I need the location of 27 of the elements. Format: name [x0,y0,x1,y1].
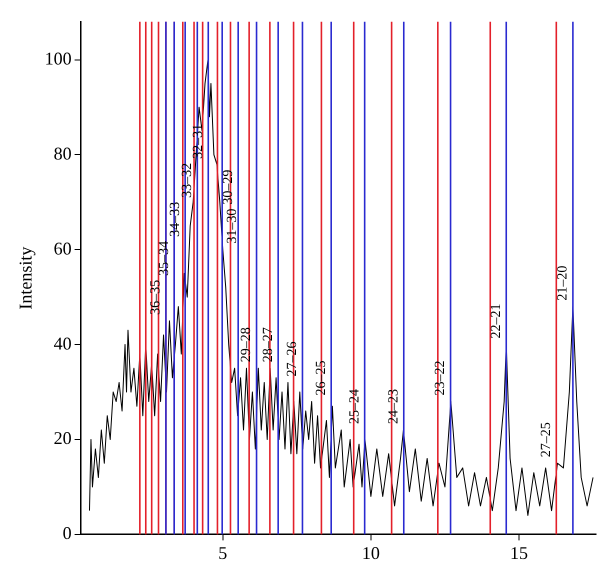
x-tick-label: 5 [218,542,228,563]
ref-line-label: 36–35 [148,280,164,315]
y-tick-label: 60 [54,238,72,258]
y-tick-label: 0 [62,523,72,544]
ref-line-label: 28–27 [260,327,276,362]
ref-line-label: 24–23 [386,388,402,424]
y-tick-label: 40 [54,333,72,354]
x-tick-label: 10 [362,542,380,563]
ref-line-label: 27–26 [285,342,300,377]
ref-line-label: 27–25 [538,422,554,458]
y-axis-title: Intensity [16,246,36,310]
ref-line-label: 34–33 [168,202,183,237]
ref-line-label: 22–21 [488,304,504,339]
ref-line-label: 26–25 [314,360,329,396]
ref-line-label: 33–32 [180,162,195,198]
y-tick-label: 20 [54,428,72,448]
y-tick-label: 80 [54,143,72,164]
ref-line-label: 23–22 [433,360,448,396]
ref-line-label: 32–31 [190,124,206,159]
ref-line-label: 35–34 [156,240,172,276]
ref-line-label: 30–29 [220,170,236,205]
ref-line-label: 31–30 [224,208,240,244]
x-tick-label: 15 [510,542,528,563]
ref-line-label: 21–20 [556,266,571,301]
ref-line-label: 29–28 [239,327,254,362]
y-tick-label: 100 [44,48,72,69]
ref-line-label: 25–24 [347,388,362,424]
